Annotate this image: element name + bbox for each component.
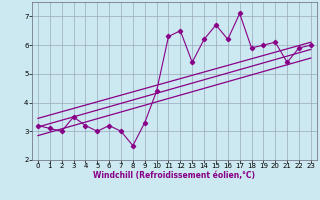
X-axis label: Windchill (Refroidissement éolien,°C): Windchill (Refroidissement éolien,°C) xyxy=(93,171,255,180)
